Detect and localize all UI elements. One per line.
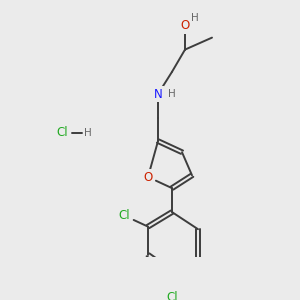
Text: Cl: Cl: [166, 291, 178, 300]
Text: H: H: [168, 89, 176, 99]
Text: Cl: Cl: [56, 126, 68, 139]
Text: O: O: [143, 170, 153, 184]
Text: H: H: [191, 13, 199, 23]
Text: N: N: [154, 88, 162, 100]
Text: Cl: Cl: [118, 209, 130, 222]
Text: H: H: [84, 128, 92, 137]
Text: O: O: [180, 19, 190, 32]
